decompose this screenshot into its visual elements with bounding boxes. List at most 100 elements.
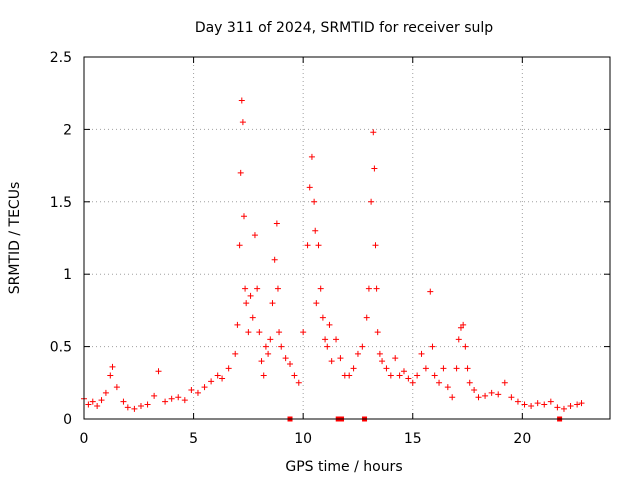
data-point [243, 300, 250, 307]
data-point [265, 350, 272, 357]
data-point [466, 379, 473, 386]
data-point [392, 355, 399, 362]
data-point [371, 165, 378, 172]
data-point [85, 401, 92, 408]
data-point [547, 398, 554, 405]
x-tick-label: 0 [80, 431, 89, 447]
data-point [322, 336, 329, 343]
data-point [376, 350, 383, 357]
data-point [460, 321, 467, 328]
data-point [317, 285, 324, 292]
data-point [238, 97, 245, 104]
data-point [346, 372, 353, 379]
data-point [188, 387, 195, 394]
data-point [144, 401, 151, 408]
data-point [194, 389, 201, 396]
data-point [373, 285, 380, 292]
data-point [232, 350, 239, 357]
y-tick-label: 0.5 [50, 340, 72, 356]
data-point [214, 372, 221, 379]
data-point [113, 384, 120, 391]
data-point [109, 363, 116, 370]
data-point [337, 355, 344, 362]
data-point [242, 285, 249, 292]
data-point [308, 153, 315, 160]
data-point [300, 329, 307, 336]
data-point [363, 314, 370, 321]
data-point [359, 343, 366, 350]
data-point [574, 401, 581, 408]
data-point [251, 232, 258, 239]
data-point [453, 365, 460, 372]
data-point [528, 402, 535, 409]
data-point [350, 365, 357, 372]
grid-lines [84, 57, 610, 419]
data-point [379, 358, 386, 365]
data-point [405, 375, 412, 382]
data-point [488, 389, 495, 396]
data-point [254, 285, 261, 292]
data-point [315, 242, 322, 249]
data-point [306, 184, 313, 191]
plot-frame [83, 56, 611, 420]
y-tick-label: 1.5 [50, 195, 72, 211]
data-point [274, 285, 281, 292]
x-tick-label: 20 [513, 431, 531, 447]
data-point [514, 398, 521, 405]
data-point [162, 398, 169, 405]
data-point [295, 379, 302, 386]
data-point [107, 372, 114, 379]
y-tick-label: 2.5 [50, 50, 72, 66]
data-point [464, 365, 471, 372]
data-point [260, 372, 267, 379]
data-points [81, 97, 585, 412]
data-point [273, 220, 280, 227]
x-tick-label: 5 [189, 431, 198, 447]
data-point [374, 329, 381, 336]
data-point [431, 372, 438, 379]
data-point [449, 394, 456, 401]
data-point [368, 198, 375, 205]
data-point [201, 384, 208, 391]
data-point [554, 404, 561, 411]
data-point [181, 397, 188, 404]
data-point [313, 300, 320, 307]
data-point [440, 365, 447, 372]
data-point [475, 394, 482, 401]
data-point [219, 375, 226, 382]
data-point [240, 213, 247, 220]
data-point [278, 343, 285, 350]
data-point [258, 358, 265, 365]
data-point [365, 285, 372, 292]
data-point [225, 365, 232, 372]
data-point [383, 365, 390, 372]
y-axis-label: SRMTID / TECUs [7, 182, 23, 295]
x-tick-label: 15 [404, 431, 422, 447]
data-point [282, 355, 289, 362]
data-point [245, 329, 252, 336]
y-tick-label: 0 [63, 412, 72, 428]
data-point [312, 227, 319, 234]
data-point [311, 198, 318, 205]
data-point [444, 384, 451, 391]
data-point [137, 402, 144, 409]
data-point [400, 368, 407, 375]
data-point [151, 392, 158, 399]
data-point [324, 343, 331, 350]
data-point [247, 292, 254, 299]
data-point [262, 343, 269, 350]
data-point [236, 242, 243, 249]
data-point [455, 336, 462, 343]
data-point [168, 395, 175, 402]
data-point [304, 242, 311, 249]
data-point [418, 350, 425, 357]
data-point [94, 402, 101, 409]
x-tick-label: 10 [294, 431, 312, 447]
x-axis-label: GPS time / hours [285, 459, 402, 475]
data-point [414, 372, 421, 379]
data-point [319, 314, 326, 321]
data-point [333, 336, 340, 343]
data-point [98, 397, 105, 404]
data-point [495, 391, 502, 398]
